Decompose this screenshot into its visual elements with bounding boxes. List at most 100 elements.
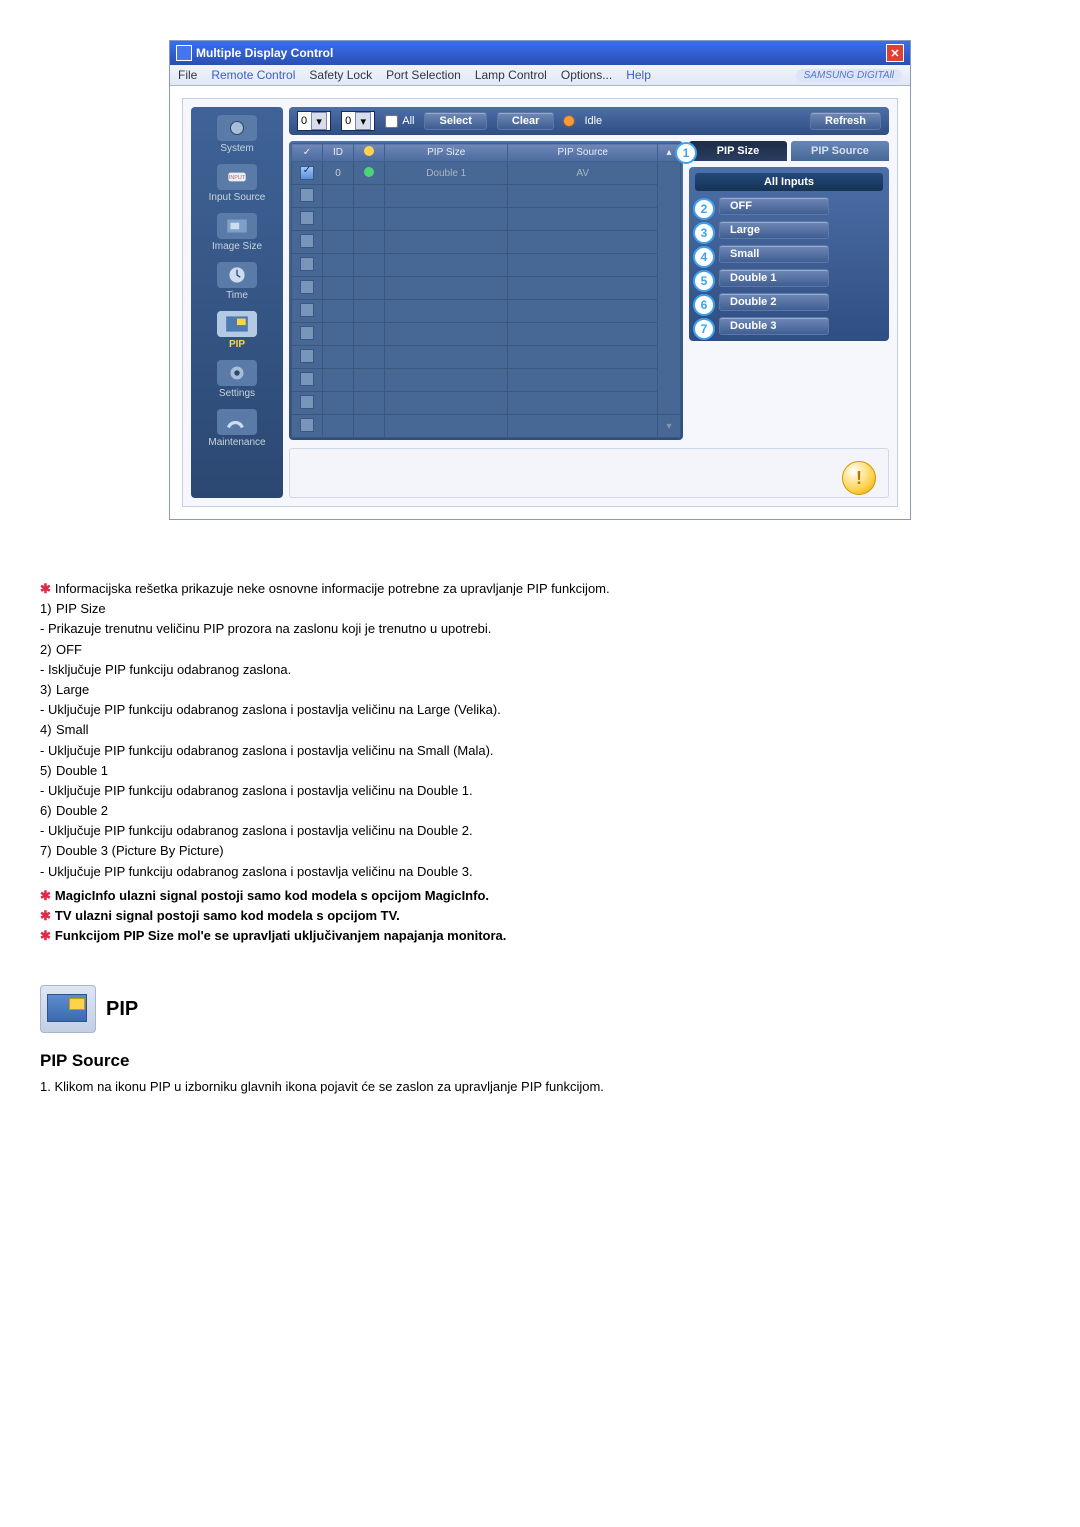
top-toolbar: 0 ▾ 0 ▾ All Select Clear Idle Ref: [289, 107, 889, 135]
tab-pip-size[interactable]: 1 PIP Size: [689, 141, 787, 161]
nav-maint[interactable]: Maintenance: [199, 407, 275, 454]
pip-section-header: PIP: [40, 985, 1040, 1033]
all-checkbox[interactable]: All: [385, 115, 414, 128]
callout-3: 3: [693, 222, 715, 244]
row-chk-icon[interactable]: [300, 395, 314, 409]
all-checkbox-input[interactable]: [385, 115, 398, 128]
grid-col-chk[interactable]: ✓: [292, 144, 323, 162]
menu-options[interactable]: Options...: [561, 68, 612, 82]
nav-pip[interactable]: PIP: [199, 309, 275, 356]
nav-image-label: Image Size: [212, 241, 262, 252]
grid-row-empty: [292, 369, 681, 392]
description-list: ✱Informacijska rešetka prikazuje neke os…: [40, 580, 1040, 945]
menu-lamp[interactable]: Lamp Control: [475, 68, 547, 82]
app-icon: [176, 45, 192, 61]
close-icon[interactable]: ✕: [886, 44, 904, 62]
refresh-button[interactable]: Refresh: [810, 112, 881, 130]
menu-help[interactable]: Help: [626, 68, 651, 82]
off-button[interactable]: OFF: [719, 197, 829, 215]
selector-2-arrow-icon: ▾: [355, 112, 371, 130]
pip-section-icon: [40, 985, 96, 1033]
grid-table: ✓ ID PIP Size PIP Source ▴ 0: [291, 143, 681, 438]
row-chk-icon[interactable]: [300, 257, 314, 271]
num-5: 5): [40, 762, 56, 780]
grid-col-id[interactable]: ID: [323, 144, 354, 162]
nav-maint-label: Maintenance: [208, 437, 265, 448]
ord-1: 1.: [40, 1079, 51, 1094]
callout-6: 6: [693, 294, 715, 316]
select-button[interactable]: Select: [424, 112, 486, 130]
grid-col-power[interactable]: [354, 144, 385, 162]
nav-settings[interactable]: Settings: [199, 358, 275, 405]
row-chk-icon[interactable]: [300, 326, 314, 340]
large-button[interactable]: Large: [719, 221, 829, 239]
tab-pip-source-label: PIP Source: [811, 145, 869, 157]
grid-scroll-down-icon[interactable]: ▾: [658, 415, 681, 438]
menu-file[interactable]: File: [178, 68, 197, 82]
double1-button[interactable]: Double 1: [719, 269, 829, 287]
content-row: ✓ ID PIP Size PIP Source ▴ 0: [289, 141, 889, 440]
small-button[interactable]: Small: [719, 245, 829, 263]
row-chk-icon[interactable]: [300, 211, 314, 225]
row-chk-icon[interactable]: [300, 372, 314, 386]
selector-1-arrow-icon: ▾: [311, 112, 327, 130]
row0-power-icon: [364, 167, 374, 177]
info-icon: !: [842, 461, 876, 495]
opt-large: 3 Large: [719, 221, 883, 239]
grid-row-empty: [292, 185, 681, 208]
num-1: 1): [40, 600, 56, 618]
row-chk-icon[interactable]: [300, 188, 314, 202]
grid-row-0[interactable]: 0 Double 1 AV: [292, 162, 681, 185]
note1: MagicInfo ulazni signal postoji samo kod…: [55, 888, 489, 903]
row-chk-icon[interactable]: [300, 418, 314, 432]
menu-remote[interactable]: Remote Control: [211, 68, 295, 82]
tab-pip-source[interactable]: PIP Source: [791, 141, 889, 161]
right-panel: 1 PIP Size PIP Source All Inputs 2 O: [689, 141, 889, 341]
clear-button[interactable]: Clear: [497, 112, 555, 130]
grid-col-pipsize[interactable]: PIP Size: [385, 144, 508, 162]
status-strip: !: [289, 448, 889, 498]
nav-input[interactable]: INPUT Input Source: [199, 162, 275, 209]
item4-title: Small: [56, 722, 89, 737]
right-body: All Inputs 2 OFF 3 Large 4 Sm: [689, 167, 889, 341]
item3-title: Large: [56, 682, 89, 697]
num-3: 3): [40, 681, 56, 699]
double3-button[interactable]: Double 3: [719, 317, 829, 335]
row-chk-icon[interactable]: [300, 234, 314, 248]
row-chk-icon[interactable]: [300, 280, 314, 294]
idle-label: Idle: [584, 115, 602, 127]
selector-1[interactable]: 0 ▾: [297, 111, 331, 131]
num-6: 6): [40, 802, 56, 820]
item5-title: Double 1: [56, 763, 108, 778]
row0-pipsource: AV: [508, 162, 658, 185]
nav-time[interactable]: Time: [199, 260, 275, 307]
opt-small: 4 Small: [719, 245, 883, 263]
main-panel: System INPUT Input Source Image Size: [170, 86, 910, 519]
note2: TV ulazni signal postoji samo kod modela…: [55, 908, 400, 923]
star-icon: ✱: [40, 888, 51, 903]
item7-title: Double 3 (Picture By Picture): [56, 843, 224, 858]
menu-port[interactable]: Port Selection: [386, 68, 461, 82]
row0-pipsize: Double 1: [385, 162, 508, 185]
note3: Funkcijom PIP Size mol'e se upravljati u…: [55, 928, 507, 943]
item1-desc: - Prikazuje trenutnu veličinu PIP prozor…: [40, 620, 1040, 638]
app-window: Multiple Display Control ✕ File Remote C…: [169, 40, 911, 520]
menu-safety[interactable]: Safety Lock: [309, 68, 372, 82]
opt-double1: 5 Double 1: [719, 269, 883, 287]
nav-image[interactable]: Image Size: [199, 211, 275, 258]
main-column: 0 ▾ 0 ▾ All Select Clear Idle Ref: [289, 107, 889, 498]
star-icon: ✱: [40, 581, 51, 596]
nav-system[interactable]: System: [199, 113, 275, 160]
item2-title: OFF: [56, 642, 82, 657]
pip-source-heading: PIP Source: [40, 1051, 1040, 1071]
grid-scroll-track[interactable]: [658, 162, 681, 415]
selector-2[interactable]: 0 ▾: [341, 111, 375, 131]
row0-check-icon[interactable]: [300, 166, 314, 180]
double2-button[interactable]: Double 2: [719, 293, 829, 311]
row-chk-icon[interactable]: [300, 303, 314, 317]
grid-col-pipsource[interactable]: PIP Source: [508, 144, 658, 162]
window-titlebar: Multiple Display Control ✕: [170, 41, 910, 65]
nav-time-label: Time: [226, 290, 248, 301]
svg-text:INPUT: INPUT: [229, 175, 246, 181]
row-chk-icon[interactable]: [300, 349, 314, 363]
